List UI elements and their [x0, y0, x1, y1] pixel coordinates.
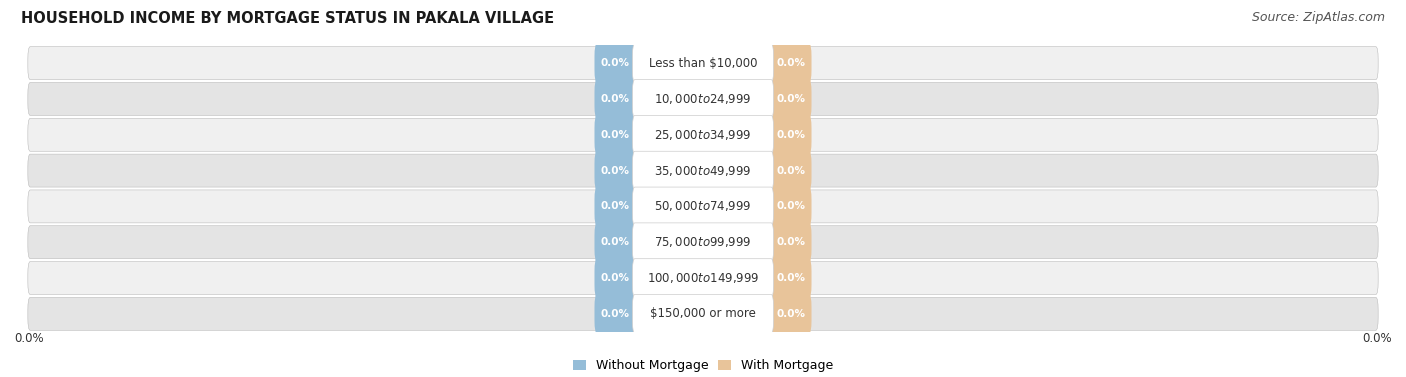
Text: 0.0%: 0.0% — [1362, 332, 1392, 345]
Text: 0.0%: 0.0% — [600, 201, 630, 211]
Text: $100,000 to $149,999: $100,000 to $149,999 — [647, 271, 759, 285]
Text: HOUSEHOLD INCOME BY MORTGAGE STATUS IN PAKALA VILLAGE: HOUSEHOLD INCOME BY MORTGAGE STATUS IN P… — [21, 11, 554, 26]
Text: 0.0%: 0.0% — [776, 273, 806, 283]
Text: $25,000 to $34,999: $25,000 to $34,999 — [654, 128, 752, 142]
FancyBboxPatch shape — [770, 151, 811, 190]
FancyBboxPatch shape — [595, 187, 636, 226]
Text: 0.0%: 0.0% — [776, 130, 806, 140]
FancyBboxPatch shape — [28, 226, 1378, 259]
FancyBboxPatch shape — [595, 151, 636, 190]
FancyBboxPatch shape — [633, 187, 773, 226]
FancyBboxPatch shape — [633, 294, 773, 333]
FancyBboxPatch shape — [595, 259, 636, 297]
Text: 0.0%: 0.0% — [600, 309, 630, 319]
Text: 0.0%: 0.0% — [776, 309, 806, 319]
Text: 0.0%: 0.0% — [600, 237, 630, 247]
Text: Less than $10,000: Less than $10,000 — [648, 57, 758, 70]
FancyBboxPatch shape — [770, 294, 811, 333]
FancyBboxPatch shape — [770, 259, 811, 297]
FancyBboxPatch shape — [770, 187, 811, 226]
Text: 0.0%: 0.0% — [600, 273, 630, 283]
Text: 0.0%: 0.0% — [600, 166, 630, 176]
Text: 0.0%: 0.0% — [14, 332, 44, 345]
Text: 0.0%: 0.0% — [776, 166, 806, 176]
FancyBboxPatch shape — [595, 44, 636, 83]
FancyBboxPatch shape — [28, 262, 1378, 294]
Text: 0.0%: 0.0% — [776, 201, 806, 211]
Text: 0.0%: 0.0% — [600, 94, 630, 104]
Text: $75,000 to $99,999: $75,000 to $99,999 — [654, 235, 752, 249]
FancyBboxPatch shape — [770, 115, 811, 154]
FancyBboxPatch shape — [28, 47, 1378, 80]
FancyBboxPatch shape — [28, 83, 1378, 115]
Text: $150,000 or more: $150,000 or more — [650, 307, 756, 320]
FancyBboxPatch shape — [595, 294, 636, 333]
Text: $10,000 to $24,999: $10,000 to $24,999 — [654, 92, 752, 106]
FancyBboxPatch shape — [28, 297, 1378, 330]
Legend: Without Mortgage, With Mortgage: Without Mortgage, With Mortgage — [568, 354, 838, 377]
FancyBboxPatch shape — [633, 115, 773, 154]
FancyBboxPatch shape — [770, 44, 811, 83]
Text: $50,000 to $74,999: $50,000 to $74,999 — [654, 199, 752, 213]
Text: 0.0%: 0.0% — [600, 130, 630, 140]
FancyBboxPatch shape — [28, 190, 1378, 223]
FancyBboxPatch shape — [595, 115, 636, 154]
FancyBboxPatch shape — [595, 223, 636, 262]
FancyBboxPatch shape — [770, 80, 811, 118]
FancyBboxPatch shape — [770, 223, 811, 262]
Text: 0.0%: 0.0% — [600, 58, 630, 68]
Text: 0.0%: 0.0% — [776, 237, 806, 247]
FancyBboxPatch shape — [633, 259, 773, 297]
FancyBboxPatch shape — [28, 118, 1378, 151]
Text: Source: ZipAtlas.com: Source: ZipAtlas.com — [1251, 11, 1385, 24]
Text: 0.0%: 0.0% — [776, 58, 806, 68]
FancyBboxPatch shape — [633, 44, 773, 83]
Text: $35,000 to $49,999: $35,000 to $49,999 — [654, 164, 752, 178]
FancyBboxPatch shape — [633, 80, 773, 118]
Text: 0.0%: 0.0% — [776, 94, 806, 104]
FancyBboxPatch shape — [633, 151, 773, 190]
FancyBboxPatch shape — [633, 223, 773, 262]
FancyBboxPatch shape — [28, 154, 1378, 187]
FancyBboxPatch shape — [595, 80, 636, 118]
